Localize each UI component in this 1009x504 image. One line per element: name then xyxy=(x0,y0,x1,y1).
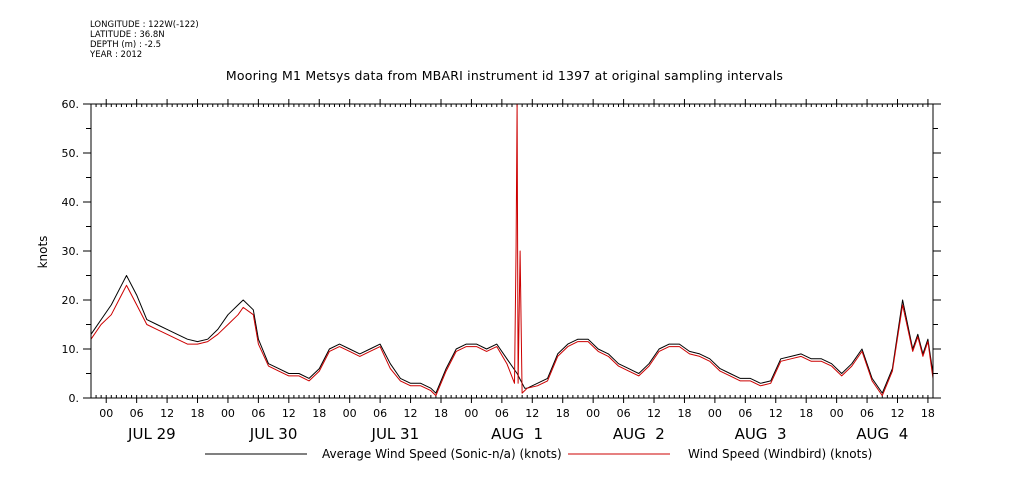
x-hour-label: 00 xyxy=(586,407,600,420)
x-hour-label: 18 xyxy=(799,407,813,420)
x-hour-label: 18 xyxy=(677,407,691,420)
x-day-label: AUG 3 xyxy=(735,425,787,443)
x-hour-label: 18 xyxy=(312,407,326,420)
x-day-label: JUL 31 xyxy=(371,425,420,443)
x-hour-label: 06 xyxy=(130,407,144,420)
x-day-label: JUL 29 xyxy=(127,425,176,443)
x-day-label: JUL 30 xyxy=(249,425,298,443)
y-tick-label: 10. xyxy=(62,343,80,356)
chart-title: Mooring M1 Metsys data from MBARI instru… xyxy=(225,68,784,83)
x-hour-label: 12 xyxy=(282,407,296,420)
x-hour-label: 00 xyxy=(221,407,235,420)
x-hour-label: 06 xyxy=(738,407,752,420)
depth-text: DEPTH (m) : -2.5 xyxy=(90,40,162,50)
x-day-label: AUG 2 xyxy=(613,425,665,443)
series-line-windbird xyxy=(90,103,934,397)
plot-frame xyxy=(90,103,934,399)
x-hour-label: 18 xyxy=(556,407,570,420)
x-hour-label: 06 xyxy=(495,407,509,420)
x-hour-label: 00 xyxy=(830,407,844,420)
x-hour-label: 00 xyxy=(464,407,478,420)
x-hour-label: 12 xyxy=(525,407,539,420)
y-tick-label: 0. xyxy=(69,392,80,405)
longitude-text: LONGITUDE : 122W(-122) xyxy=(90,20,199,30)
x-hour-label: 12 xyxy=(890,407,904,420)
y-tick-label: 40. xyxy=(62,196,80,209)
x-hour-label: 00 xyxy=(99,407,113,420)
series-line-sonic xyxy=(90,275,934,394)
y-tick-label: 20. xyxy=(62,294,80,307)
x-hour-label: 12 xyxy=(769,407,783,420)
latitude-text: LATITUDE : 36.8N xyxy=(90,30,165,40)
x-hour-label: 18 xyxy=(191,407,205,420)
x-hour-label: 12 xyxy=(160,407,174,420)
x-hour-label: 18 xyxy=(434,407,448,420)
x-hour-label: 00 xyxy=(708,407,722,420)
y-tick-label: 50. xyxy=(62,147,80,160)
x-hour-label: 12 xyxy=(404,407,418,420)
y-tick-label: 30. xyxy=(62,245,80,258)
metadata-block: LONGITUDE : 122W(-122) LATITUDE : 36.8N … xyxy=(90,20,199,60)
x-hour-label: 00 xyxy=(343,407,357,420)
y-tick-label: 60. xyxy=(62,98,80,111)
x-hour-label: 06 xyxy=(373,407,387,420)
x-day-label: AUG 4 xyxy=(856,425,908,443)
year-text: YEAR : 2012 xyxy=(90,50,143,60)
legend-label-sonic: Average Wind Speed (Sonic-n/a) (knots) xyxy=(322,447,562,461)
legend-label-windbird: Wind Speed (Windbird) (knots) xyxy=(688,447,872,461)
x-hour-label: 12 xyxy=(647,407,661,420)
x-day-label: AUG 1 xyxy=(491,425,543,443)
x-hour-label: 06 xyxy=(860,407,874,420)
x-hour-label: 18 xyxy=(921,407,935,420)
x-hour-label: 06 xyxy=(251,407,265,420)
y-axis-label: knots xyxy=(36,236,50,269)
x-hour-label: 06 xyxy=(617,407,631,420)
